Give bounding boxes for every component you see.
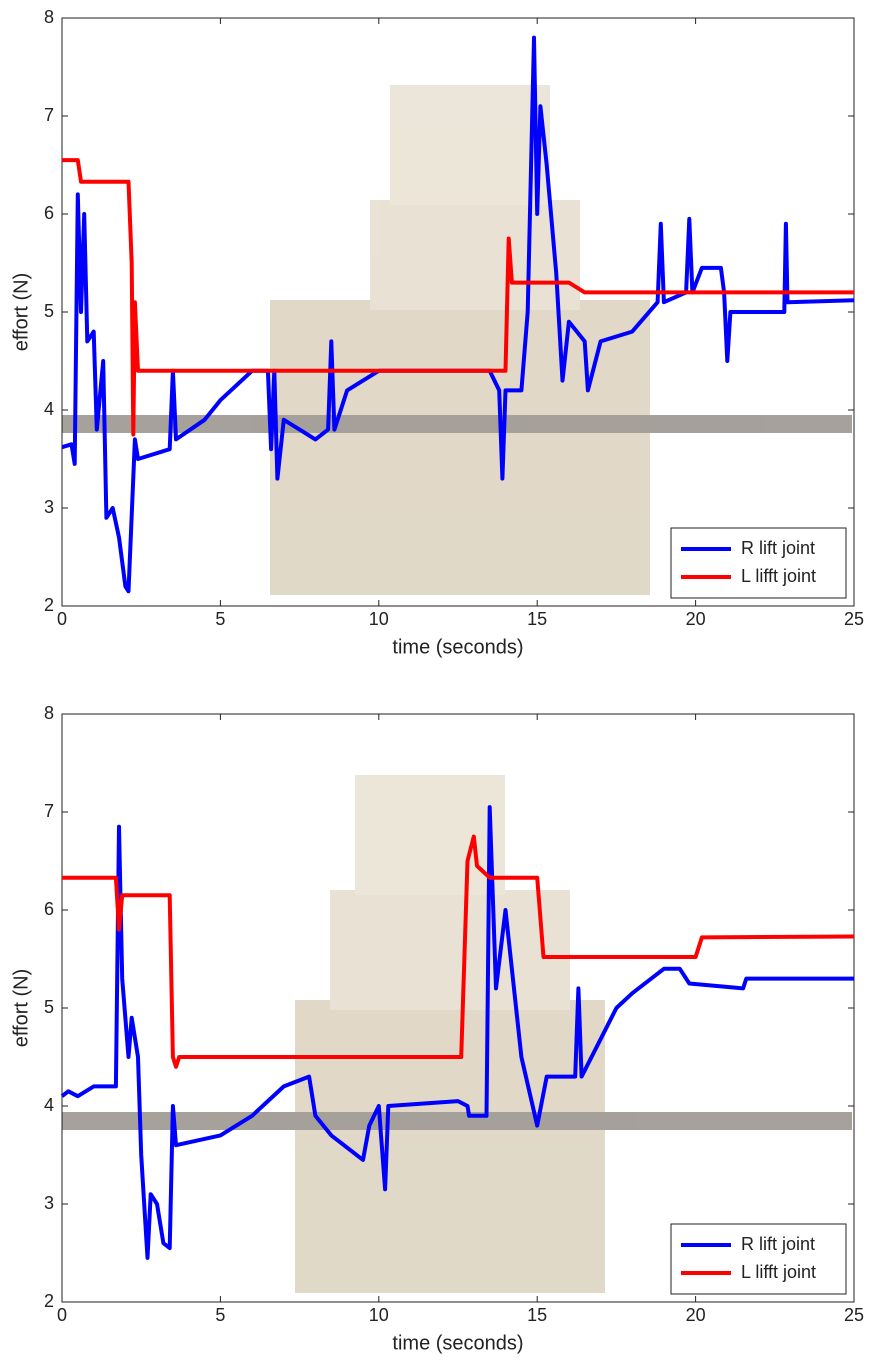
x-tick-label: 5: [215, 609, 225, 629]
legend-label: L lifft joint: [741, 1262, 816, 1282]
x-axis-label: time (seconds): [392, 636, 523, 658]
legend-label: R lift joint: [741, 1234, 815, 1254]
x-tick-label: 20: [686, 1305, 706, 1325]
y-tick-label: 2: [44, 595, 54, 615]
x-tick-label: 5: [215, 1305, 225, 1325]
y-tick-label: 5: [44, 997, 54, 1017]
y-tick-label: 6: [44, 203, 54, 223]
x-tick-label: 0: [57, 609, 67, 629]
x-tick-label: 0: [57, 1305, 67, 1325]
x-tick-label: 10: [369, 609, 389, 629]
x-tick-label: 15: [527, 609, 547, 629]
figure: 05101520252345678time (seconds)effort (N…: [0, 0, 871, 1362]
legend-label: L lifft joint: [741, 566, 816, 586]
legend: R lift joint L lifft joint: [671, 528, 846, 598]
y-tick-label: 3: [44, 497, 54, 517]
x-tick-label: 15: [527, 1305, 547, 1325]
y-tick-label: 8: [44, 703, 54, 723]
y-tick-label: 2: [44, 1291, 54, 1311]
x-tick-label: 20: [686, 609, 706, 629]
y-axis-label: effort (N): [10, 273, 32, 352]
x-tick-label: 25: [844, 609, 864, 629]
robot-photo: [62, 85, 852, 1293]
y-tick-label: 4: [44, 1095, 54, 1115]
x-tick-label: 10: [369, 1305, 389, 1325]
legend: R lift joint L lifft joint: [671, 1224, 846, 1294]
x-axis-label: time (seconds): [392, 1332, 523, 1354]
y-tick-label: 8: [44, 7, 54, 27]
y-tick-label: 4: [44, 399, 54, 419]
y-tick-label: 7: [44, 801, 54, 821]
legend-label: R lift joint: [741, 538, 815, 558]
y-tick-label: 3: [44, 1193, 54, 1213]
y-tick-label: 5: [44, 301, 54, 321]
x-tick-label: 25: [844, 1305, 864, 1325]
y-tick-label: 7: [44, 105, 54, 125]
y-axis-label: effort (N): [10, 969, 32, 1048]
y-tick-label: 6: [44, 899, 54, 919]
